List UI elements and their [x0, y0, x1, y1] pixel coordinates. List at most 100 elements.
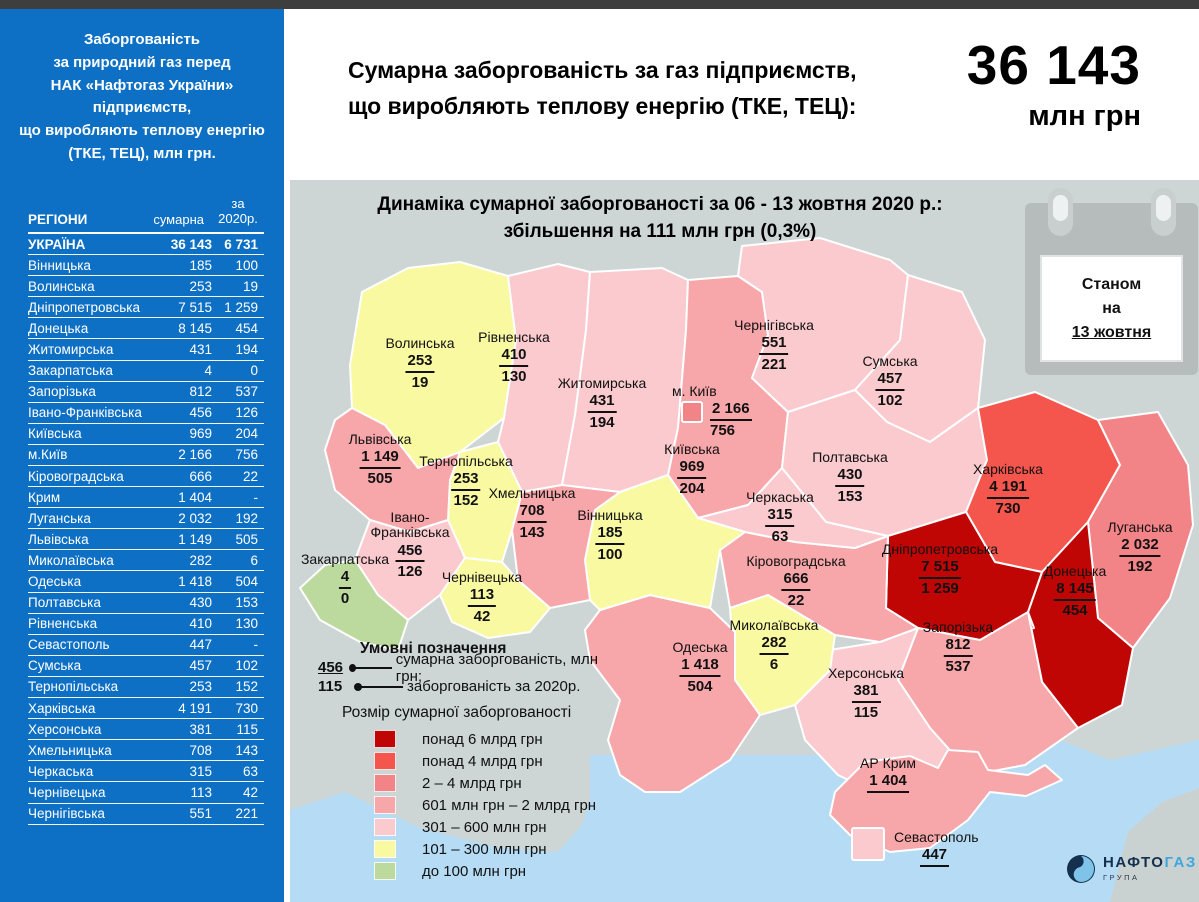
table-cell: 192 — [235, 510, 258, 526]
table-row: Хмельницька 708 143 — [28, 740, 264, 762]
column-header-region: РЕГІОНИ — [28, 211, 88, 227]
total-debt-figure: 36 143 млн грн — [967, 35, 1141, 133]
table-row: Луганська 2 032 192 — [28, 508, 264, 530]
table-cell: Житомирська — [28, 341, 114, 357]
table-cell: 1 404 — [178, 489, 212, 505]
table-row: Кіровоградська 666 22 — [28, 466, 264, 488]
legend-bin: 2 – 4 млрд грн — [374, 772, 598, 794]
legend-sample-2020: 115 заборгованість за 2020р. — [318, 677, 598, 696]
sidebar-title-line: НАК «Нафтогаз України» підприємств, — [50, 76, 234, 117]
table-cell: 537 — [235, 384, 258, 400]
table-row: Донецька 8 145 454 — [28, 318, 264, 340]
table-cell: 7 515 — [178, 299, 212, 315]
table-cell: Рівненська — [28, 616, 98, 632]
table-cell: 2 166 — [178, 447, 212, 463]
table-cell: УКРАЇНА — [28, 236, 86, 252]
table-row: Херсонська 381 115 — [28, 719, 264, 741]
table-cell: 100 — [235, 257, 258, 273]
table-cell: 447 — [189, 637, 212, 653]
region-table-header: РЕГІОНИ сумарна за 2020р. — [28, 196, 264, 234]
legend-bin-label: 2 – 4 млрд грн — [422, 774, 522, 792]
ukraine-map — [290, 237, 1199, 902]
table-row: Дніпропетровська 7 515 1 259 — [28, 297, 264, 319]
table-cell: 756 — [235, 447, 258, 463]
calendar-icon: Станом на 13 жовтня — [1025, 188, 1198, 375]
table-row: Волинська 253 19 — [28, 276, 264, 298]
table-row: Закарпатська 4 0 — [28, 361, 264, 382]
table-cell: 102 — [235, 658, 258, 674]
table-row: Рівненська 410 130 — [28, 614, 264, 635]
sidebar-title-line: що виробляють теплову енергію — [19, 122, 265, 140]
calendar-date: 13 жовтня — [1071, 323, 1152, 341]
naftogaz-brand: НАФТОГАЗ — [1103, 854, 1197, 872]
table-row: Харківська 4 191 730 — [28, 698, 264, 720]
table-cell: 666 — [189, 468, 212, 484]
table-cell: 0 — [250, 363, 258, 379]
sidebar-title-line: за природний газ перед — [53, 53, 231, 71]
table-cell: 221 — [235, 806, 258, 822]
legend-swatch — [374, 862, 396, 880]
table-cell: Крим — [28, 489, 61, 505]
table-cell: 812 — [189, 384, 212, 400]
table-cell: 153 — [235, 595, 258, 611]
legend-swatch — [374, 730, 396, 748]
leader-line — [355, 666, 392, 669]
naftogaz-logo: НАФТОГАЗ ГРУПА — [1066, 854, 1197, 884]
region-table: РЕГІОНИ сумарна за 2020р. УКРАЇНА 36 143 6… — [28, 196, 264, 825]
legend-bin-label: 301 – 600 млн грн — [422, 818, 547, 836]
calendar-date-box: Станом на 13 жовтня — [1040, 255, 1183, 362]
table-cell: 969 — [189, 426, 212, 442]
legend-size-title: Розмір сумарної заборгованості — [342, 704, 572, 721]
table-row: УКРАЇНА 36 143 6 731 — [28, 234, 264, 256]
table-cell: Севастополь — [28, 637, 110, 653]
legend-bin: 601 млн грн – 2 млрд грн — [374, 794, 598, 816]
legend-swatch — [374, 818, 396, 836]
legend-title: Умовні позначення — [360, 640, 507, 657]
table-cell: 115 — [236, 721, 258, 737]
sidebar-title-line: Заборгованість — [83, 31, 201, 48]
calendar-ring-icon — [1048, 188, 1073, 236]
table-cell: 410 — [189, 616, 212, 632]
table-cell: 430 — [189, 595, 212, 611]
table-cell: - — [253, 637, 259, 653]
map-legend: Умовні позначення 456 сумарна заборгован… — [318, 640, 598, 882]
legend-bin-label: понад 4 млрд грн — [422, 752, 543, 770]
table-row: Чернігівська 551 221 — [28, 804, 264, 825]
table-cell: 282 — [189, 552, 212, 568]
sidebar-title-line: (ТКЕ, ТЕЦ), млн грн. — [68, 144, 216, 162]
table-cell: 2 032 — [178, 510, 212, 526]
calendar-ring-icon — [1151, 188, 1176, 236]
table-cell: 381 — [189, 721, 212, 737]
table-cell: - — [253, 489, 259, 505]
legend-sample-total-label: сумарна заборгованість, млн грн; — [395, 650, 598, 685]
table-row: м.Київ 2 166 756 — [28, 445, 264, 466]
legend-bins: понад 6 млрд грн понад 4 млрд грн 2 – 4 мл… — [374, 728, 598, 882]
table-cell: 185 — [189, 257, 212, 273]
table-row: Тернопільська 253 152 — [28, 677, 264, 699]
table-cell: Черкаська — [28, 763, 94, 779]
table-cell: 1 418 — [178, 574, 212, 590]
naftogaz-logo-text: НАФТОГАЗ ГРУПА — [1103, 854, 1197, 882]
table-row: Київська 969 204 — [28, 424, 264, 445]
table-row: Вінницька 185 100 — [28, 255, 264, 277]
legend-swatch — [374, 774, 396, 792]
legend-bin: до 100 млн грн — [374, 860, 598, 882]
legend-bin-label: понад 6 млрд грн — [422, 730, 543, 748]
legend-sample-2020-value: 115 — [318, 678, 343, 695]
table-cell: Івано-Франківська — [28, 405, 142, 421]
table-cell: Сумська — [28, 658, 82, 674]
table-cell: Чернігівська — [28, 806, 105, 822]
table-row: Житомирська 431 194 — [28, 339, 264, 361]
brand-light: ГАЗ — [1164, 854, 1197, 871]
table-row: Полтавська 430 153 — [28, 593, 264, 614]
table-cell: 152 — [235, 679, 258, 695]
legend-swatch — [374, 752, 396, 770]
region-shape-zakarpattia — [299, 559, 409, 651]
table-cell: Закарпатська — [28, 363, 113, 379]
table-row: Севастополь 447 - — [28, 635, 264, 656]
region-shape-khmelnytskyi — [511, 484, 621, 609]
table-row: Львівська 1 149 505 — [28, 529, 264, 551]
header: Сумарна заборгованість за газ підприємст… — [290, 9, 1199, 180]
table-cell: 730 — [235, 700, 258, 716]
table-cell: 113 — [190, 784, 212, 800]
